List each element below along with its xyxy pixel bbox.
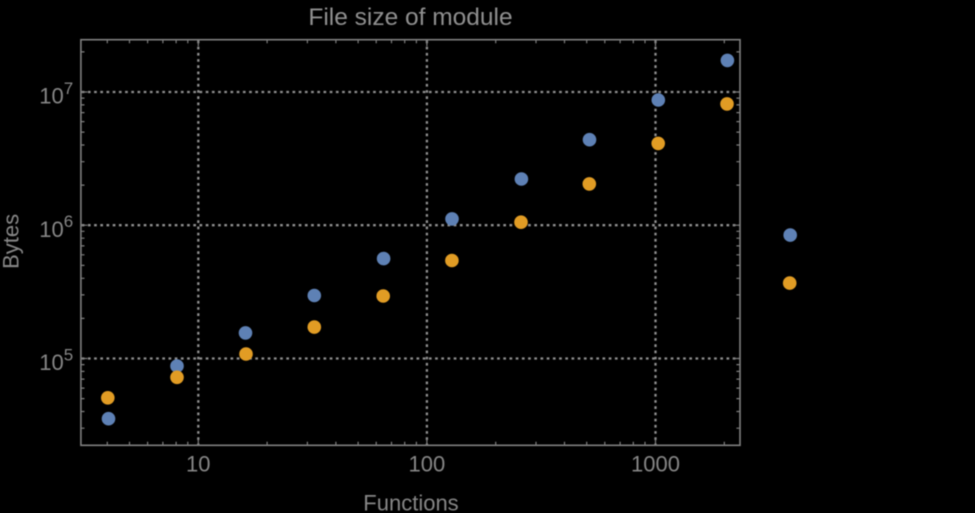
svg-text:File size of module: File size of module [308, 4, 512, 31]
svg-text:1000: 1000 [631, 452, 680, 477]
svg-text:Bytes: Bytes [0, 214, 24, 269]
svg-text:10: 10 [186, 452, 210, 477]
svg-text:100: 100 [409, 452, 446, 477]
svg-text:Functions: Functions [363, 491, 458, 513]
